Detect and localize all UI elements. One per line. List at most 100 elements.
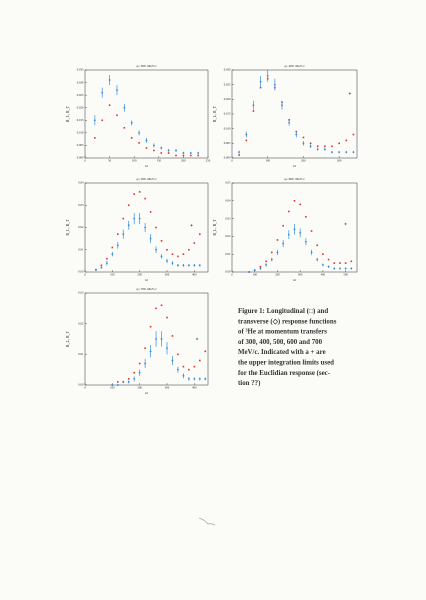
y-tick-label: 0.01 xyxy=(78,247,84,251)
point xyxy=(116,244,119,247)
point xyxy=(247,270,251,274)
point xyxy=(165,259,169,263)
point xyxy=(116,114,118,117)
point xyxy=(123,127,126,129)
point xyxy=(127,378,130,380)
point xyxy=(144,226,147,229)
point xyxy=(182,151,185,155)
point xyxy=(273,83,276,86)
point xyxy=(182,264,185,267)
point xyxy=(288,210,290,213)
point xyxy=(327,265,330,268)
point xyxy=(115,88,119,92)
y-tick-label: 0.02 xyxy=(225,234,231,238)
caption-line: of ³He at momentum transfers xyxy=(238,329,327,336)
point xyxy=(177,255,179,258)
point xyxy=(238,154,240,156)
y-tick-label: 0.030 xyxy=(224,68,231,72)
x-tick-label: 300 xyxy=(337,159,342,163)
point xyxy=(316,258,319,261)
point xyxy=(193,242,196,244)
point xyxy=(133,193,135,195)
point xyxy=(111,383,114,387)
x-tick-label: 100 xyxy=(265,159,270,163)
point xyxy=(166,248,168,251)
point xyxy=(276,251,279,254)
point xyxy=(293,200,296,202)
point xyxy=(333,267,336,270)
y-tick-label: 0.000 xyxy=(77,156,84,160)
caption-line: MeV/c. Indicated with a + are xyxy=(238,349,326,356)
y-axis-label: R_L, R_T xyxy=(212,105,218,122)
y-tick-label: 0.01 xyxy=(78,352,84,356)
point xyxy=(138,131,141,135)
point xyxy=(182,374,185,378)
point xyxy=(145,147,148,149)
point xyxy=(238,150,241,154)
y-tick-label: 0.000 xyxy=(224,156,231,160)
point xyxy=(144,362,147,365)
x-tick-label: 100 xyxy=(110,273,115,277)
point xyxy=(187,264,190,267)
point xyxy=(117,381,119,383)
point xyxy=(182,154,185,157)
point xyxy=(167,152,170,154)
point xyxy=(127,380,130,384)
point xyxy=(264,263,268,267)
point xyxy=(101,119,104,122)
point xyxy=(316,244,319,247)
point xyxy=(130,121,133,125)
point xyxy=(175,154,177,157)
point xyxy=(176,368,180,371)
point xyxy=(204,350,207,353)
upper-limit-marker xyxy=(344,222,347,226)
point xyxy=(188,248,190,251)
point xyxy=(160,146,163,150)
point xyxy=(144,347,146,349)
point xyxy=(106,257,108,260)
x-tick-label: 100 xyxy=(110,386,115,390)
point xyxy=(352,133,355,136)
point xyxy=(188,368,190,371)
x-tick-label: 0 xyxy=(84,159,86,163)
point xyxy=(276,239,279,241)
point xyxy=(310,230,313,232)
caption-line: the upper integration limits used xyxy=(238,360,334,367)
x-tick-label: 400 xyxy=(192,273,197,277)
point xyxy=(133,371,135,374)
point xyxy=(252,103,255,107)
point xyxy=(198,264,201,267)
y-tick-label: 0.05 xyxy=(225,181,231,185)
point xyxy=(130,137,133,139)
chart: q= 500. MeV/c ω R_L, R_T 0.00 0.01 0.02 0.03 0.… xyxy=(65,177,209,282)
point xyxy=(305,216,307,218)
upper-limit-marker xyxy=(348,92,352,95)
point xyxy=(197,151,200,155)
point xyxy=(299,203,301,206)
point xyxy=(338,142,340,145)
y-tick-label: 0.04 xyxy=(225,198,231,202)
point xyxy=(309,142,312,145)
point xyxy=(259,86,262,89)
point xyxy=(309,144,312,148)
chart-title: q= 700. MeV/c xyxy=(136,287,157,291)
point xyxy=(133,217,136,220)
point xyxy=(111,246,114,249)
point xyxy=(339,262,341,264)
point xyxy=(259,265,262,268)
caption-line: tion ??) xyxy=(238,380,260,387)
upper-limit-marker xyxy=(195,337,199,341)
point xyxy=(316,145,319,148)
chart-title: q= 500. MeV/c xyxy=(136,177,157,181)
x-tick-label: 0 xyxy=(231,159,233,163)
point xyxy=(138,371,141,375)
point xyxy=(122,232,125,236)
point xyxy=(93,118,96,122)
y-tick-label: 0.005 xyxy=(224,141,231,145)
x-tick-label: 0 xyxy=(84,273,86,277)
point xyxy=(160,304,163,307)
point xyxy=(149,349,152,353)
point xyxy=(330,150,334,154)
point xyxy=(149,237,152,240)
